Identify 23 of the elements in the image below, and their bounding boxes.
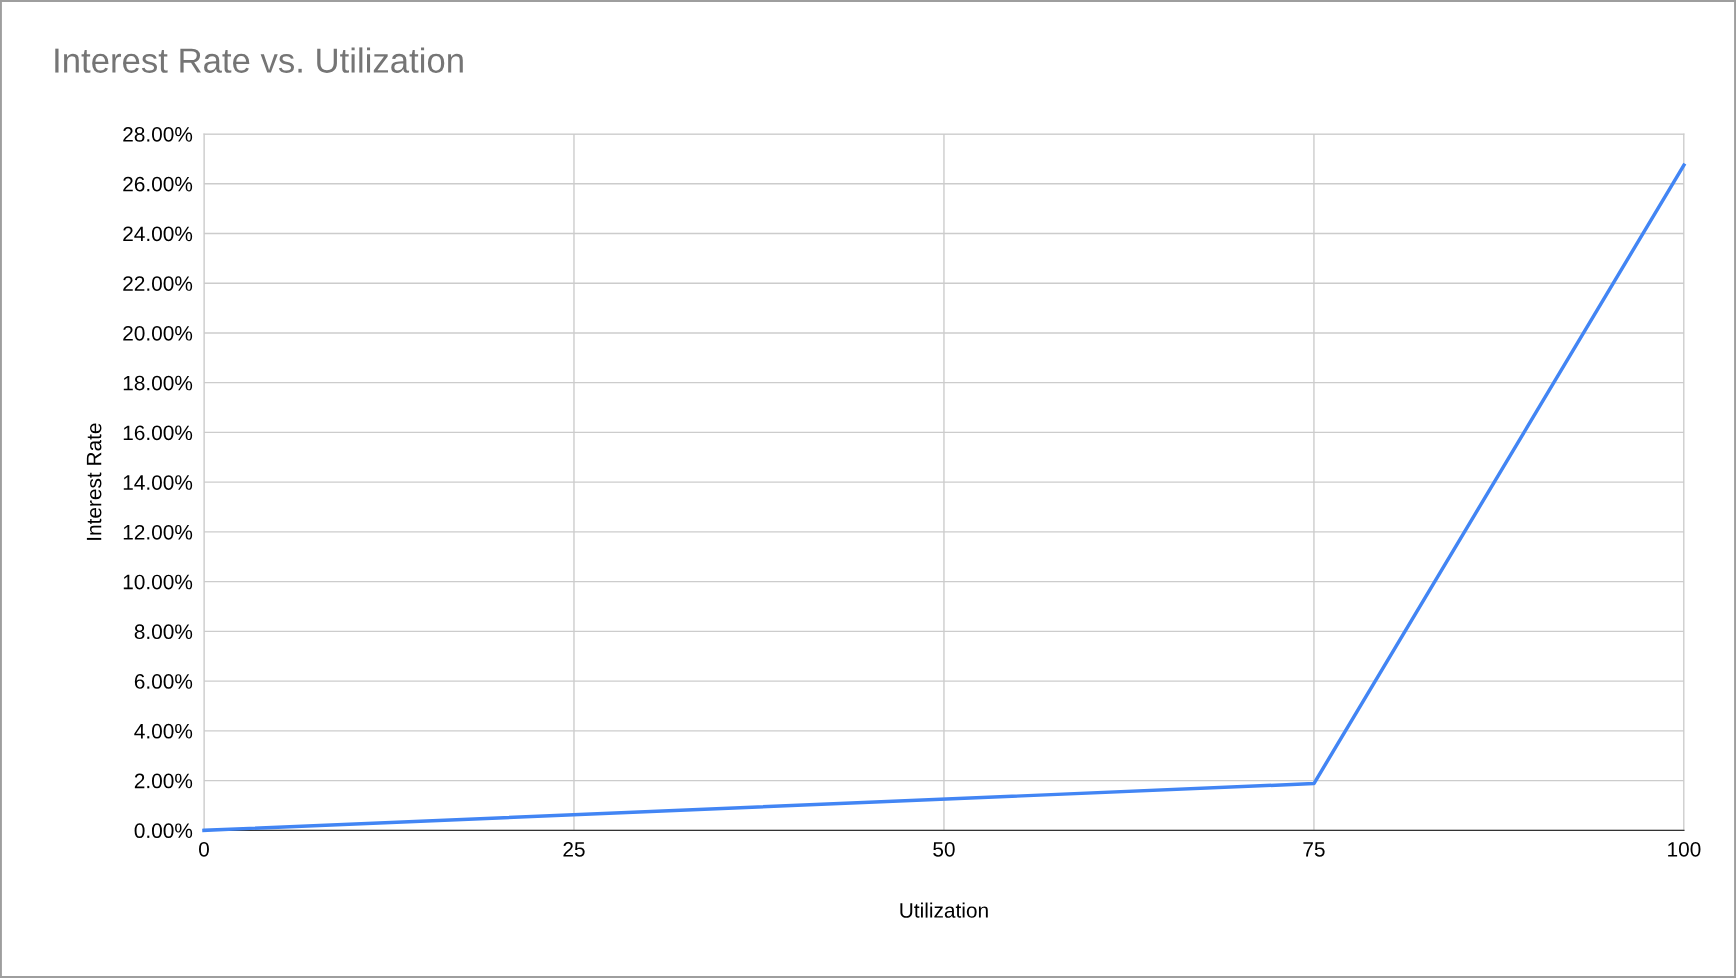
- y-tick-label: 24.00%: [123, 226, 193, 242]
- y-tick-label: 0.00%: [134, 823, 193, 839]
- y-tick-label: 22.00%: [123, 276, 193, 291]
- y-tick-label: 20.00%: [123, 325, 193, 341]
- y-tick-label: 28.00%: [123, 126, 193, 142]
- y-tick-label: 6.00%: [134, 674, 193, 689]
- y-tick-label: 8.00%: [134, 624, 193, 640]
- y-tick-label: 2.00%: [134, 773, 193, 789]
- y-tick-label: 18.00%: [123, 375, 193, 391]
- x-tick-label: 100: [1668, 841, 1701, 857]
- x-tick-label: 25: [563, 841, 585, 857]
- y-tick-label: 4.00%: [134, 723, 193, 739]
- x-axis-title: Utilization: [900, 902, 988, 918]
- y-axis-title: Interest Rate: [86, 423, 102, 540]
- y-tick-label: 10.00%: [123, 574, 193, 590]
- x-tick-label: 75: [1303, 842, 1325, 857]
- y-tick-label: 14.00%: [123, 475, 193, 490]
- x-tick-label: 50: [933, 841, 955, 857]
- x-tick-label: 0: [199, 841, 209, 857]
- y-tick-label: 16.00%: [123, 425, 193, 441]
- y-tick-label: 12.00%: [123, 524, 193, 540]
- y-tick-label: 26.00%: [123, 176, 193, 192]
- chart-title: Interest Rate vs. Utilization: [55, 47, 463, 73]
